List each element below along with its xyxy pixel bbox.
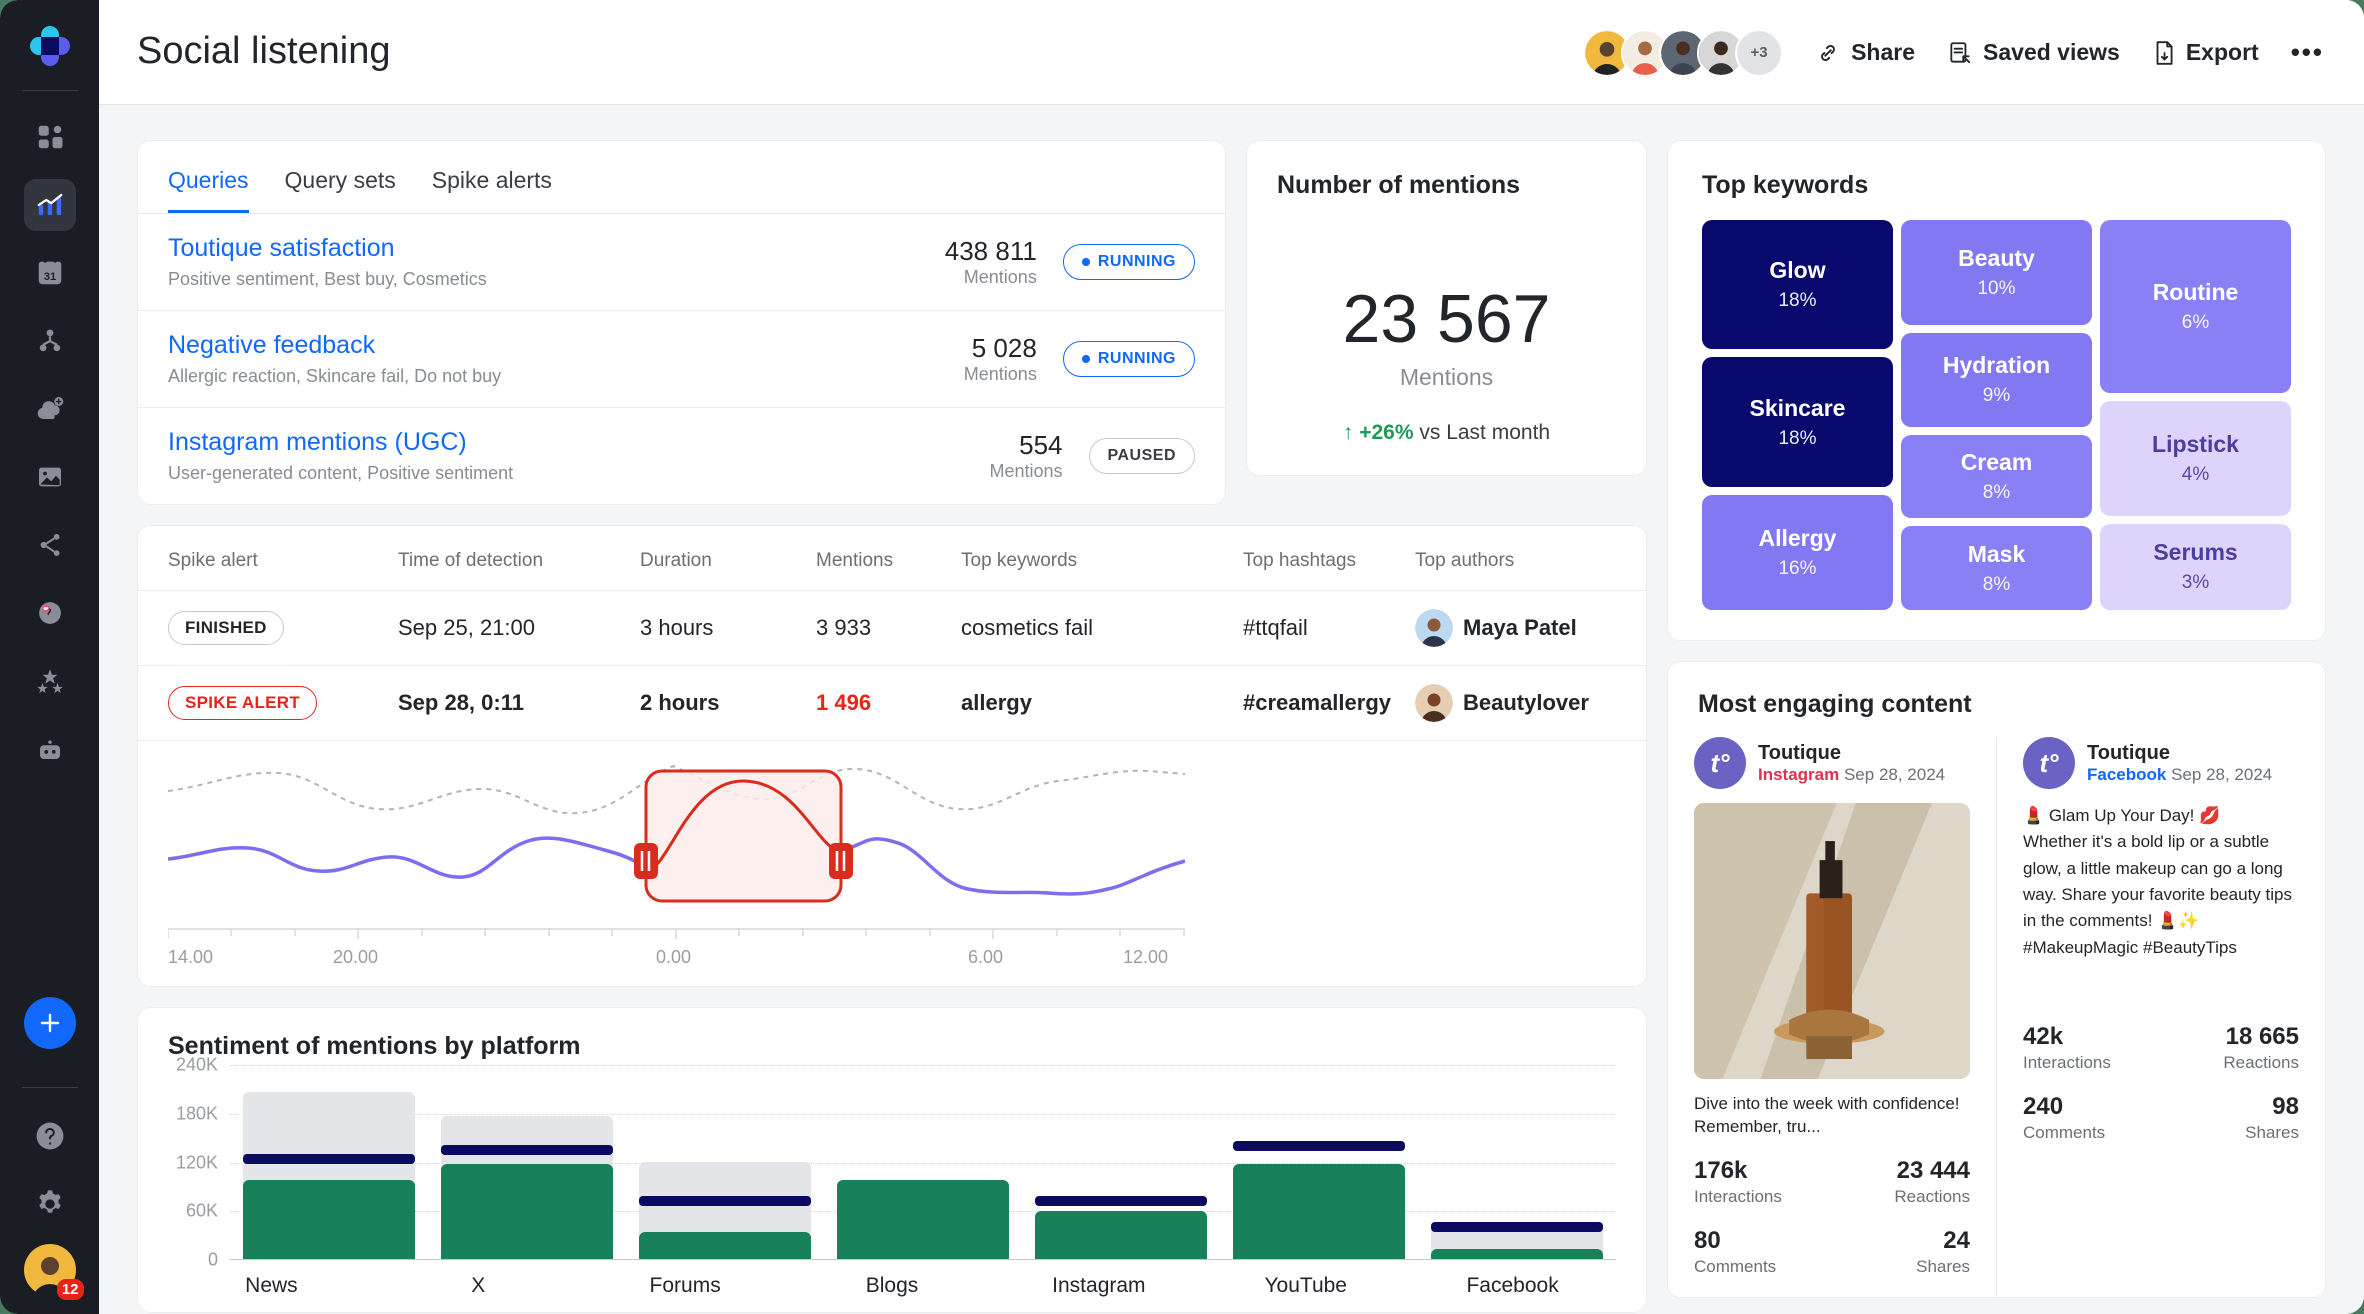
svg-text:20.00: 20.00 bbox=[333, 947, 378, 966]
svg-text:12.00: 12.00 bbox=[1123, 947, 1168, 966]
svg-text:6.00: 6.00 bbox=[968, 947, 1003, 966]
svg-text:31: 31 bbox=[43, 271, 56, 283]
svg-text:14.00: 14.00 bbox=[168, 947, 213, 966]
svg-text:0.00: 0.00 bbox=[656, 947, 691, 966]
svg-text:t°: t° bbox=[2039, 748, 2059, 778]
svg-text:t°: t° bbox=[1710, 748, 1730, 778]
